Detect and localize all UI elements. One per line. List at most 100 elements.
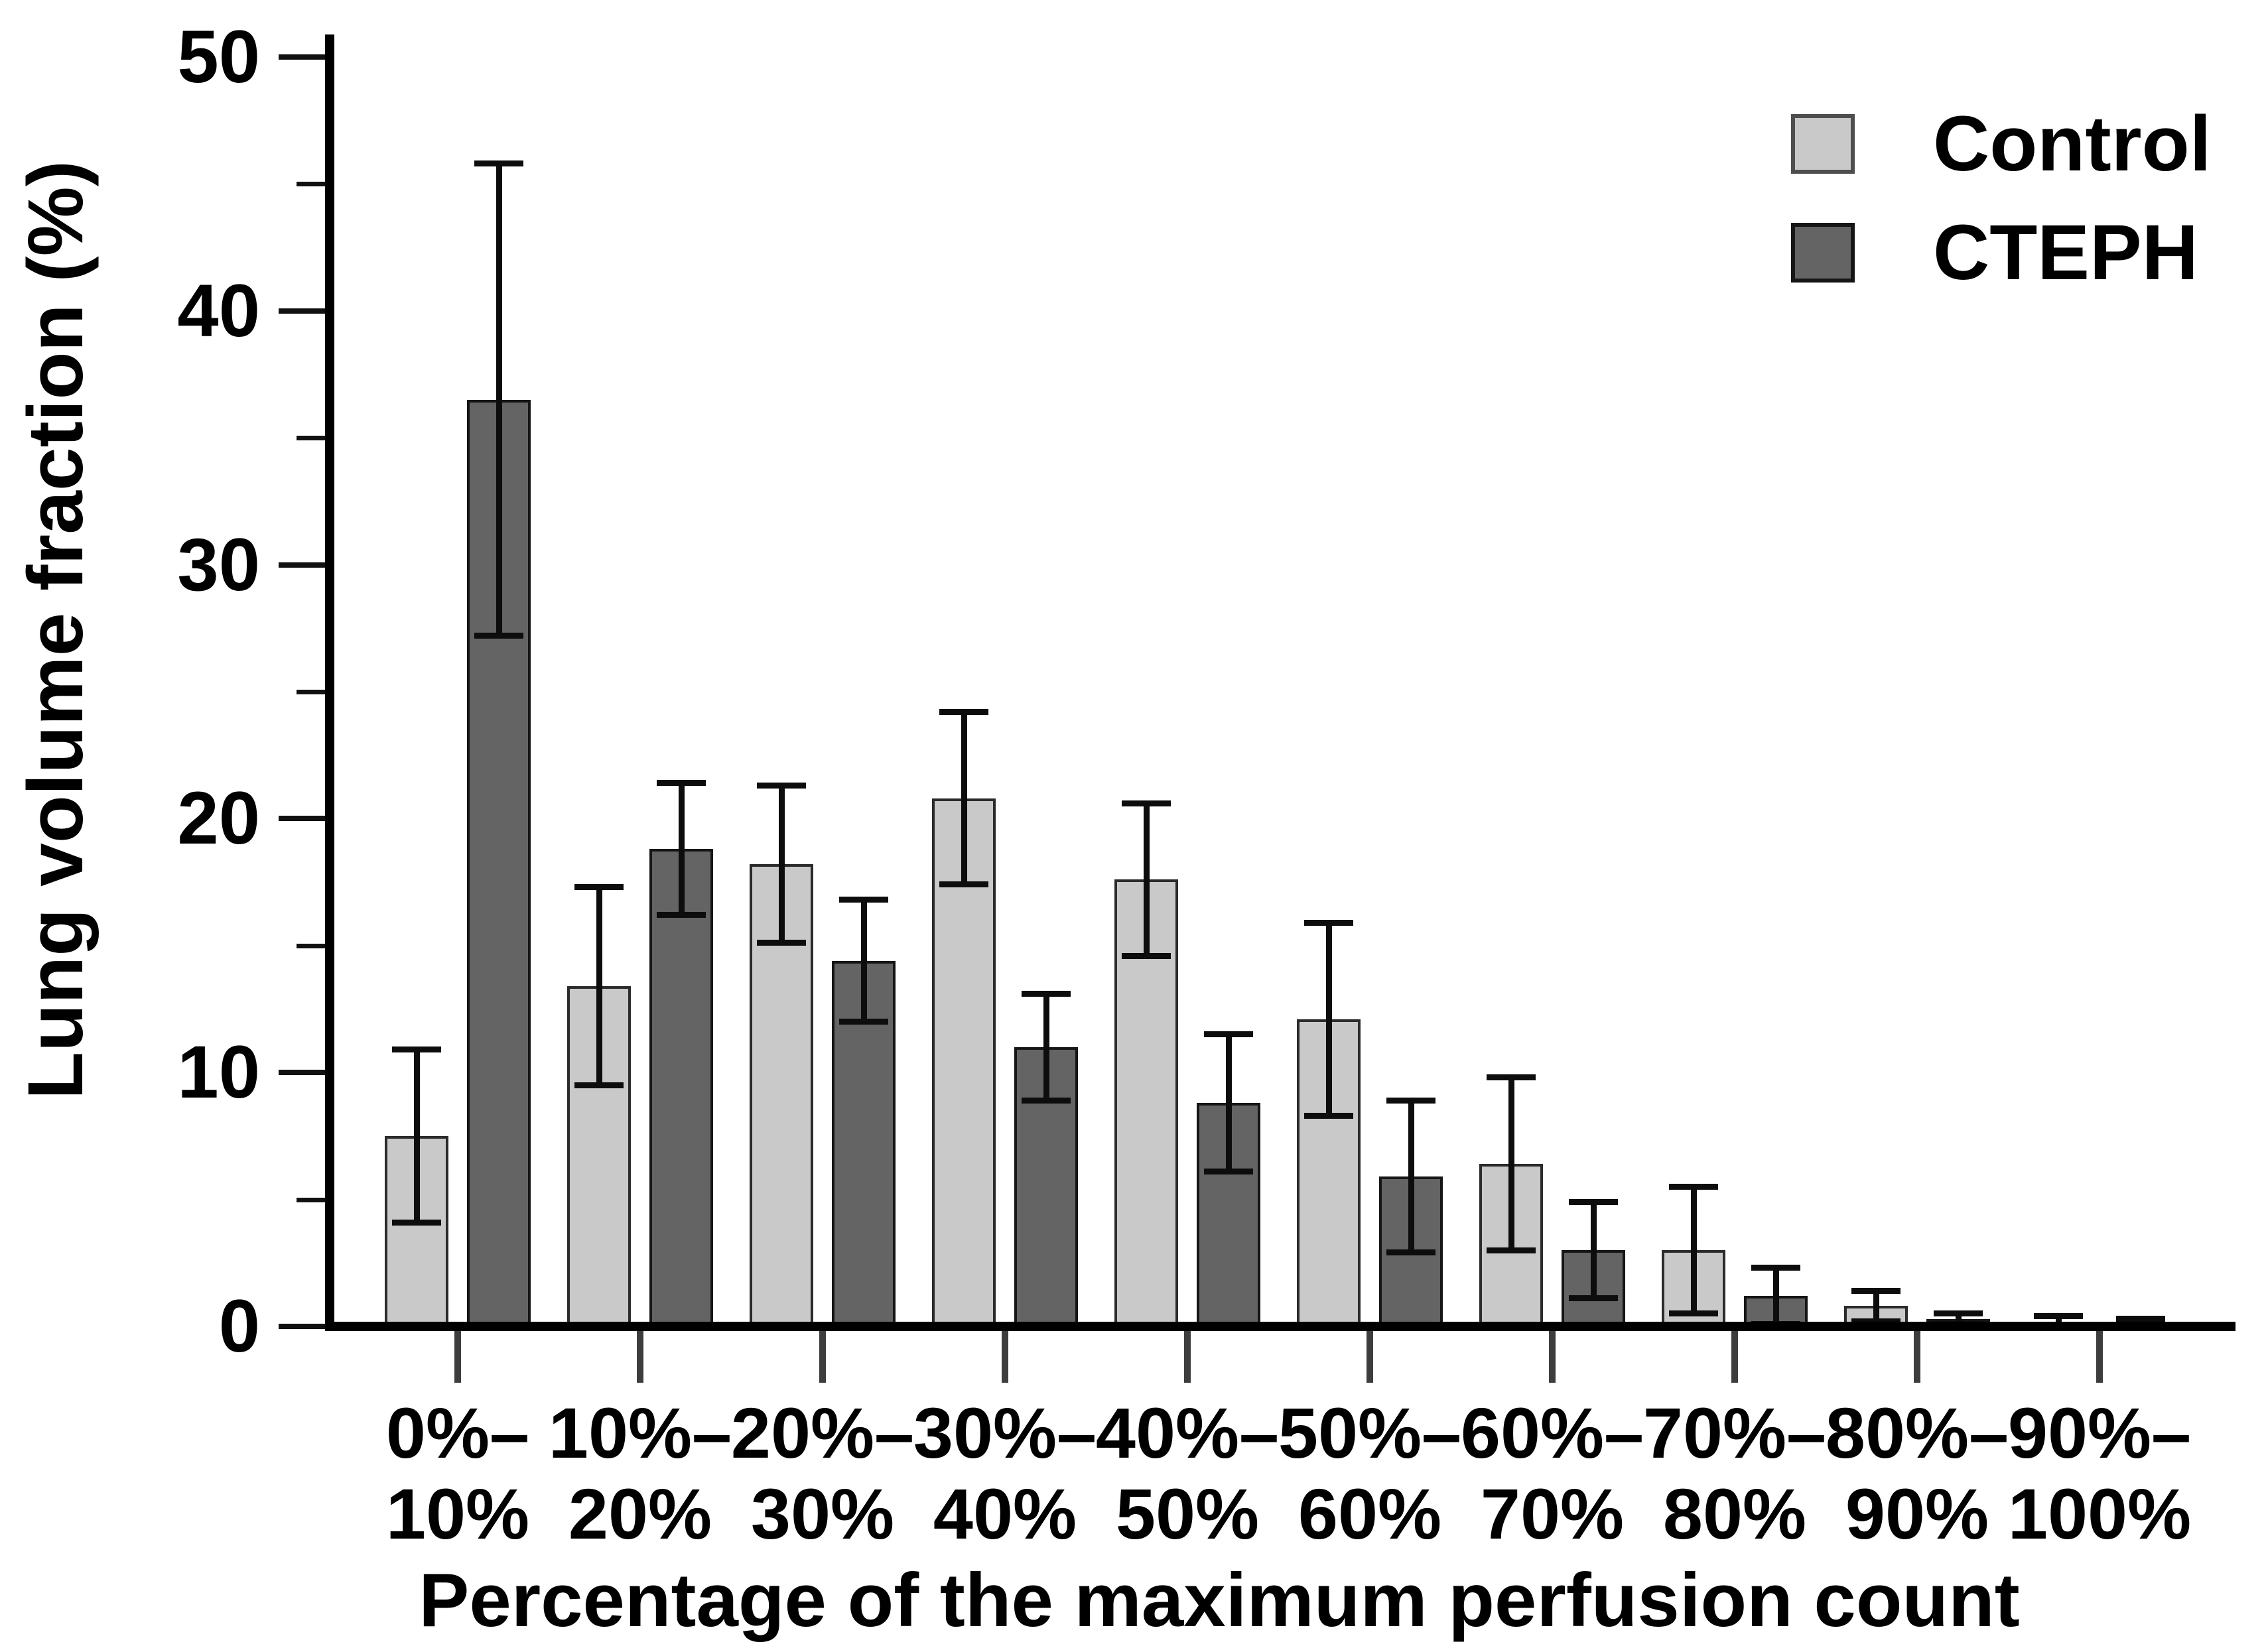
y-major-tick bbox=[279, 1324, 330, 1329]
x-tick bbox=[454, 1331, 461, 1383]
y-major-tick bbox=[279, 308, 330, 314]
y-tick-label: 20 bbox=[177, 777, 260, 860]
error-cap-top-cteph-6 bbox=[1569, 1198, 1618, 1205]
error-line-control-2 bbox=[778, 785, 785, 943]
x-tick-label-line2: 100% bbox=[2007, 1474, 2192, 1555]
error-cap-top-control-9 bbox=[2034, 1313, 2083, 1320]
error-cap-top-control-7 bbox=[1669, 1183, 1718, 1190]
x-tick-label: 60%– 70% bbox=[1453, 1393, 1652, 1555]
y-tick-label: 10 bbox=[177, 1031, 260, 1114]
x-tick-label-line2: 60% bbox=[1298, 1474, 1442, 1555]
bar-control-5 bbox=[1297, 1019, 1361, 1330]
error-cap-top-cteph-3 bbox=[1022, 991, 1071, 997]
x-axis-line bbox=[325, 1322, 2235, 1331]
error-line-control-8 bbox=[1873, 1291, 1879, 1322]
y-tick-label: 50 bbox=[177, 15, 260, 98]
error-line-control-5 bbox=[1325, 922, 1332, 1116]
x-tick-label-line2: 20% bbox=[568, 1474, 712, 1555]
error-line-control-4 bbox=[1143, 803, 1150, 956]
x-tick-label-line2: 90% bbox=[1845, 1474, 1989, 1555]
error-cap-bottom-cteph-6 bbox=[1569, 1295, 1618, 1302]
legend-swatch-control bbox=[1791, 114, 1855, 174]
error-cap-bottom-cteph-2 bbox=[839, 1019, 888, 1025]
error-cap-top-control-4 bbox=[1122, 800, 1171, 806]
legend-label-cteph: CTEPH bbox=[1933, 209, 2198, 296]
x-tick-label: 90%– 100% bbox=[2000, 1393, 2199, 1555]
error-line-cteph-1 bbox=[678, 783, 685, 915]
y-minor-tick bbox=[297, 943, 330, 948]
y-minor-tick bbox=[297, 1197, 330, 1202]
x-tick-label: 80%– 90% bbox=[1818, 1393, 2017, 1555]
error-cap-bottom-control-7 bbox=[1669, 1310, 1718, 1317]
x-tick-label: 40%– 50% bbox=[1088, 1393, 1287, 1555]
x-tick-label: 0%– 10% bbox=[358, 1393, 557, 1555]
error-cap-top-cteph-8 bbox=[1934, 1310, 1983, 1317]
error-cap-bottom-cteph-4 bbox=[1204, 1168, 1253, 1174]
error-cap-top-cteph-9 bbox=[2116, 1316, 2165, 1322]
error-line-cteph-6 bbox=[1590, 1202, 1597, 1299]
y-axis-title: Lung volume fraction (%) bbox=[12, 160, 100, 1100]
x-tick-label-line2: 50% bbox=[1115, 1474, 1260, 1555]
x-tick-label-line2: 80% bbox=[1662, 1474, 1807, 1555]
error-cap-top-cteph-7 bbox=[1751, 1265, 1800, 1271]
x-tick bbox=[1367, 1331, 1373, 1383]
x-tick-label-line1: 10%– bbox=[548, 1393, 732, 1473]
error-cap-top-control-8 bbox=[1851, 1287, 1901, 1294]
x-tick-label: 50%– 60% bbox=[1270, 1393, 1469, 1555]
error-line-control-3 bbox=[961, 712, 967, 885]
x-tick-label-line1: 90%– bbox=[2007, 1393, 2192, 1473]
x-tick-label-line2: 70% bbox=[1480, 1474, 1625, 1555]
x-tick bbox=[819, 1331, 826, 1383]
y-minor-tick bbox=[297, 182, 330, 187]
error-line-cteph-3 bbox=[1043, 993, 1049, 1101]
error-cap-bottom-cteph-3 bbox=[1022, 1097, 1071, 1104]
y-tick-label: 40 bbox=[177, 269, 260, 352]
bar-cteph-1 bbox=[649, 849, 713, 1330]
y-major-tick bbox=[279, 54, 330, 60]
error-cap-bottom-control-6 bbox=[1487, 1247, 1536, 1253]
error-line-control-6 bbox=[1508, 1077, 1514, 1251]
x-tick-label: 10%– 20% bbox=[541, 1393, 740, 1555]
error-line-cteph-0 bbox=[496, 163, 502, 636]
error-line-control-1 bbox=[596, 887, 602, 1086]
y-minor-tick bbox=[297, 690, 330, 694]
legend-item-cteph: CTEPH bbox=[1791, 214, 2198, 292]
x-tick bbox=[2096, 1331, 2103, 1383]
error-line-cteph-8 bbox=[1955, 1313, 1962, 1324]
error-cap-top-control-1 bbox=[574, 884, 624, 891]
x-tick-label-line1: 20%– bbox=[730, 1393, 915, 1473]
x-tick-label-line1: 70%– bbox=[1642, 1393, 1827, 1473]
error-line-cteph-5 bbox=[1408, 1100, 1414, 1253]
y-tick-label: 30 bbox=[177, 523, 260, 606]
error-cap-top-control-5 bbox=[1304, 919, 1353, 926]
error-cap-top-cteph-2 bbox=[839, 897, 888, 903]
error-cap-bottom-control-2 bbox=[757, 940, 806, 946]
x-tick-label-line2: 40% bbox=[933, 1474, 1077, 1555]
error-cap-bottom-control-5 bbox=[1304, 1112, 1353, 1119]
legend-item-control: Control bbox=[1791, 105, 2211, 183]
x-tick-label-line1: 60%– bbox=[1460, 1393, 1644, 1473]
x-tick bbox=[1002, 1331, 1008, 1383]
x-tick bbox=[1184, 1331, 1191, 1383]
error-cap-top-cteph-1 bbox=[657, 780, 706, 787]
error-line-cteph-2 bbox=[860, 899, 867, 1022]
x-tick-label: 70%– 80% bbox=[1635, 1393, 1834, 1555]
y-tick-label: 0 bbox=[218, 1285, 260, 1367]
error-cap-top-control-3 bbox=[939, 709, 988, 716]
legend-label-control: Control bbox=[1933, 100, 2212, 188]
x-tick-label-line1: 80%– bbox=[1825, 1393, 2009, 1473]
error-line-cteph-4 bbox=[1225, 1034, 1232, 1172]
x-tick bbox=[1731, 1331, 1738, 1383]
error-cap-top-cteph-0 bbox=[474, 160, 523, 167]
error-cap-bottom-control-4 bbox=[1122, 952, 1171, 959]
error-cap-bottom-control-1 bbox=[574, 1082, 624, 1088]
error-cap-top-control-6 bbox=[1487, 1074, 1536, 1081]
x-tick-label-line1: 50%– bbox=[1278, 1393, 1462, 1473]
x-tick-label-line1: 30%– bbox=[913, 1393, 1097, 1473]
error-cap-top-cteph-4 bbox=[1204, 1031, 1253, 1038]
error-cap-top-cteph-5 bbox=[1386, 1097, 1435, 1104]
y-major-tick bbox=[279, 562, 330, 568]
x-axis-title: Percentage of the maximum perfusion coun… bbox=[419, 1558, 2020, 1643]
y-major-tick bbox=[279, 816, 330, 822]
